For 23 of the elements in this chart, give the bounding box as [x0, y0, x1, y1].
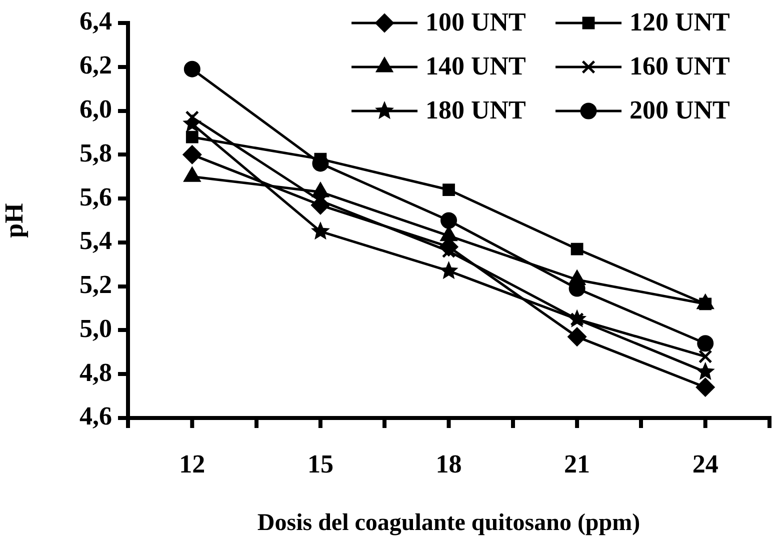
legend-label: 120 UNT [630, 8, 730, 37]
y-axis-title: pH [0, 203, 28, 238]
y-tick-label: 6,0 [80, 94, 112, 124]
y-tick-label: 6,2 [80, 50, 112, 80]
y-tick-label: 5,2 [80, 270, 112, 300]
legend-label: 100 UNT [426, 8, 526, 37]
legend-label: 160 UNT [630, 52, 730, 81]
x-tick-label: 24 [692, 449, 718, 478]
legend-label: 200 UNT [630, 96, 730, 125]
x-tick-label: 18 [436, 449, 462, 478]
y-tick-label: 5,4 [80, 226, 112, 256]
x-tick-label: 21 [564, 449, 590, 478]
y-tick-label: 4,6 [80, 402, 112, 431]
y-tick-label: 4,8 [80, 358, 112, 387]
x-axis-title: Dosis del coagulante quitosano (ppm) [257, 510, 640, 536]
legend-label: 180 UNT [426, 96, 526, 125]
y-tick-label: 5,6 [80, 182, 112, 212]
legend-label: 140 UNT [426, 52, 526, 81]
x-tick-label: 15 [307, 449, 334, 478]
y-tick-label: 5,0 [80, 314, 112, 343]
y-tick-label: 5,8 [80, 138, 112, 168]
x-tick-label: 12 [179, 449, 206, 478]
y-tick-label: 6,4 [80, 6, 112, 36]
